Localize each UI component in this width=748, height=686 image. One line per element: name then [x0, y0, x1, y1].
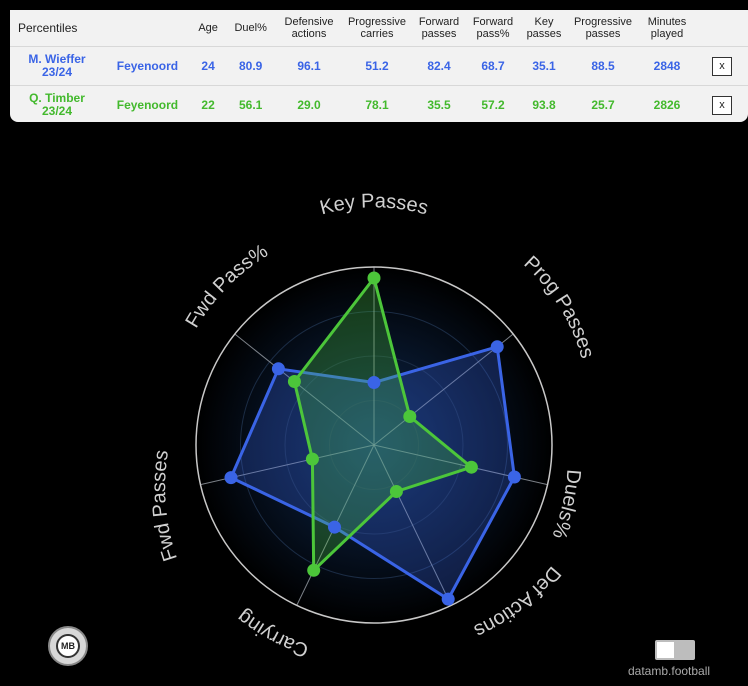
age-cell: 24: [190, 46, 226, 86]
column-header-forward-passes: Forward passes: [418, 16, 460, 40]
percentiles-table-panel: Percentiles Age Duel% Defensive actions …: [10, 10, 748, 124]
radar-point-s2-7[interactable]: [287, 375, 301, 388]
player-name: Q. Timber: [29, 91, 85, 105]
radar-point-s2-1[interactable]: [367, 271, 381, 285]
key-passes-cell: 35.1: [520, 46, 568, 86]
radar-point-s1-5[interactable]: [328, 520, 341, 534]
radar-outer-ring: [195, 266, 553, 624]
progressive-carries-cell: 78.1: [342, 85, 412, 124]
remove-cell: x: [696, 85, 748, 124]
radar-point-s1-3[interactable]: [507, 470, 521, 484]
forward-passes-cell: 35.5: [412, 85, 466, 124]
player-name-cell: Q. Timber 23/24: [10, 85, 104, 124]
radar-spokes: [200, 267, 548, 606]
radar-spoke-2: [373, 333, 514, 446]
progressive-passes-cell: 25.7: [568, 85, 638, 124]
team-cell: Feyenoord: [104, 85, 191, 124]
radar-series-2-area: [292, 276, 473, 572]
table-row: Q. Timber 23/24 Feyenoord 22 56.1 29.0 78…: [10, 85, 748, 124]
player-season: 23/24: [41, 65, 73, 79]
minutes-played-cell: 2826: [638, 85, 696, 124]
axis-label-duels-pct: Duels%: [547, 469, 584, 543]
player-name-cell: M. Wieffer 23/24: [10, 46, 104, 86]
theme-toggle[interactable]: [655, 640, 695, 660]
radar-point-s2-5[interactable]: [307, 563, 321, 577]
column-header-key-passes: Key passes: [526, 16, 562, 40]
radar-point-s1-4[interactable]: [441, 592, 455, 606]
forward-pass-pct-cell: 57.2: [466, 85, 520, 124]
radar-series: [224, 271, 521, 606]
key-passes-cell: 93.8: [520, 85, 568, 124]
minutes-played-cell: 2848: [638, 46, 696, 86]
remove-player-button[interactable]: x: [712, 56, 732, 76]
duel-pct-cell: 56.1: [225, 85, 276, 124]
defensive-actions-cell: 96.1: [276, 46, 342, 86]
radar-point-s1-6[interactable]: [224, 471, 238, 485]
credit-text: datamb.football: [628, 664, 711, 678]
defensive-actions-cell: 29.0: [276, 85, 342, 124]
radar-point-s1-7[interactable]: [271, 362, 285, 376]
column-header-progressive-carries: Progressive carries: [347, 16, 407, 40]
axis-label-key-passes: Key Passes: [318, 190, 431, 219]
table-row: M. Wieffer 23/24 Feyenoord 24 80.9 96.1 5…: [10, 46, 748, 86]
axis-label-fwd-passes: Fwd Passes: [148, 449, 182, 564]
radar-point-s2-6[interactable]: [305, 452, 319, 466]
remove-cell: x: [696, 46, 748, 86]
duel-pct-cell: 80.9: [225, 46, 276, 86]
radar-point-s2-3[interactable]: [464, 460, 478, 474]
column-header-defensive-actions: Defensive actions: [284, 16, 334, 40]
player-season: 23/24: [41, 104, 73, 118]
column-header-forward-pass-pct: Forward pass%: [472, 16, 514, 40]
table-header-row: Percentiles Age Duel% Defensive actions …: [10, 10, 748, 47]
mb-logo: MB: [48, 626, 88, 666]
column-header-duel-pct: Duel%: [234, 22, 267, 34]
mb-logo-text: MB: [56, 634, 80, 658]
radar-point-s1-1[interactable]: [367, 376, 381, 389]
toggle-knob: [657, 642, 674, 658]
team-cell: Feyenoord: [104, 46, 191, 86]
column-header-minutes-played: Minutes played: [647, 16, 687, 40]
progressive-carries-cell: 51.2: [342, 46, 412, 86]
axis-label-carrying: Carrying: [233, 605, 311, 661]
player-name: M. Wieffer: [28, 52, 86, 66]
remove-player-button[interactable]: x: [712, 95, 732, 115]
forward-pass-pct-cell: 68.7: [466, 46, 520, 86]
radar-point-s2-2[interactable]: [403, 410, 417, 423]
progressive-passes-cell: 88.5: [568, 46, 638, 86]
table-title: Percentiles: [18, 21, 78, 35]
column-header-progressive-passes: Progressive passes: [573, 16, 633, 40]
radar-spoke-4: [373, 444, 452, 606]
radar-point-s1-2[interactable]: [490, 340, 504, 354]
column-header-age: Age: [198, 22, 218, 34]
forward-passes-cell: 82.4: [412, 46, 466, 86]
radar-spoke-7: [234, 333, 375, 446]
axis-label-prog-passes: Prog Passes: [520, 252, 599, 361]
percentiles-table: Percentiles Age Duel% Defensive actions …: [10, 10, 748, 124]
radar-point-s2-4[interactable]: [389, 485, 403, 498]
age-cell: 22: [190, 85, 226, 124]
